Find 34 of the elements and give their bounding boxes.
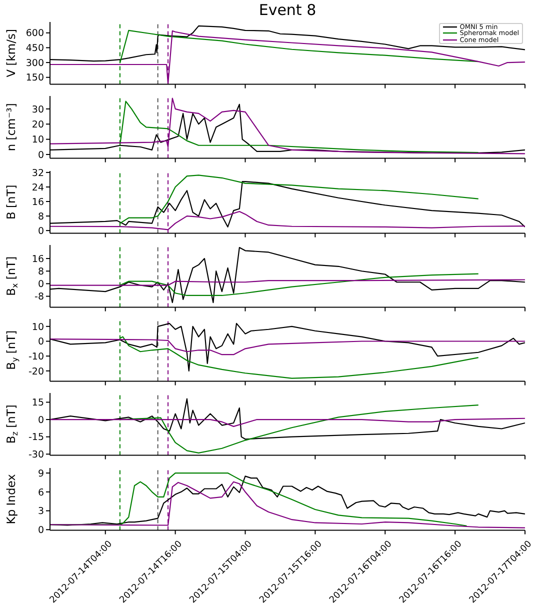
y-tick-label: -20 xyxy=(28,366,44,378)
y-axis-title: V [km/s] xyxy=(4,29,18,78)
y-tick-label: 0 xyxy=(38,415,44,426)
chart-title: Event 8 xyxy=(258,1,318,19)
y-tick-label: 0 xyxy=(38,524,44,536)
y-tick-label: 300 xyxy=(26,58,44,69)
y-tick-label: 9 xyxy=(38,468,44,480)
y-tick-label: 24 xyxy=(32,182,44,193)
y-tick-label: 450 xyxy=(26,43,44,54)
y-tick-label: 16 xyxy=(32,196,44,208)
y-tick-label: 16 xyxy=(32,254,44,265)
y-tick-label: 8 xyxy=(38,210,44,222)
y-tick-label: 10 xyxy=(32,322,44,333)
y-tick-label: -30 xyxy=(28,450,44,461)
y-tick-label: 8 xyxy=(38,266,44,278)
y-tick-label: 0 xyxy=(38,336,44,348)
y-axis-title: B [nT] xyxy=(4,184,18,220)
y-tick-label: 3 xyxy=(38,506,44,517)
y-tick-label: 15 xyxy=(32,398,44,410)
y-tick-label: 0 xyxy=(38,278,44,290)
y-tick-label: 32 xyxy=(32,167,44,178)
y-tick-label: -15 xyxy=(28,432,44,444)
y-axis-title: Kp Index xyxy=(4,474,18,524)
y-tick-label: 10 xyxy=(32,134,44,146)
y-tick-label: 6 xyxy=(38,486,44,498)
y-tick-label: 20 xyxy=(32,120,44,131)
y-tick-label: 150 xyxy=(26,72,44,84)
y-tick-label: 0 xyxy=(38,225,44,236)
y-tick-label: -8 xyxy=(34,291,44,302)
y-tick-label: 0 xyxy=(38,150,44,162)
y-axis-title: n [cm⁻³] xyxy=(4,103,18,152)
y-tick-label: -10 xyxy=(28,352,44,363)
y-tick-label: 30 xyxy=(32,104,44,116)
y-tick-label: 600 xyxy=(26,28,44,40)
